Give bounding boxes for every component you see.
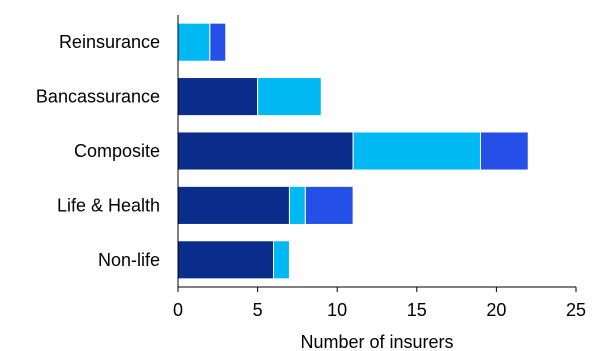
category-labels: Reinsurance Bancassurance Composite Life & … xyxy=(36,32,160,270)
bar-composite-series-3 xyxy=(479,131,529,171)
bar-bancassurance-series-2 xyxy=(257,77,322,117)
bar-life-health-series-1 xyxy=(177,185,290,225)
bar-life-health-series-2 xyxy=(288,185,306,225)
category-label-life-health: Life & Health xyxy=(57,195,160,215)
category-label-bancassurance: Bancassurance xyxy=(36,87,160,107)
bar-life-health-series-3 xyxy=(304,185,354,225)
bar-non-life-series-2 xyxy=(273,240,290,280)
bar-reinsurance-series-2 xyxy=(177,22,211,62)
x-tick-label-10: 10 xyxy=(327,300,347,320)
x-tick-label-25: 25 xyxy=(566,300,586,320)
x-tick-label-5: 5 xyxy=(253,300,263,320)
bar-non-life-series-1 xyxy=(177,240,275,280)
x-tick-label-15: 15 xyxy=(407,300,427,320)
bar-reinsurance-series-3 xyxy=(209,22,227,62)
x-tick-label-0: 0 xyxy=(173,300,183,320)
category-label-non-life: Non-life xyxy=(98,250,160,270)
bar-bancassurance-series-1 xyxy=(177,77,259,117)
bar-composite-series-2 xyxy=(352,131,481,171)
bars-group xyxy=(177,22,529,280)
category-label-reinsurance: Reinsurance xyxy=(59,32,160,52)
x-axis-title: Number of insurers xyxy=(300,332,453,351)
x-axis-ticks: 0 5 10 15 20 25 xyxy=(173,287,586,320)
bar-composite-series-1 xyxy=(177,131,354,171)
x-tick-label-20: 20 xyxy=(486,300,506,320)
category-label-composite: Composite xyxy=(74,141,160,161)
